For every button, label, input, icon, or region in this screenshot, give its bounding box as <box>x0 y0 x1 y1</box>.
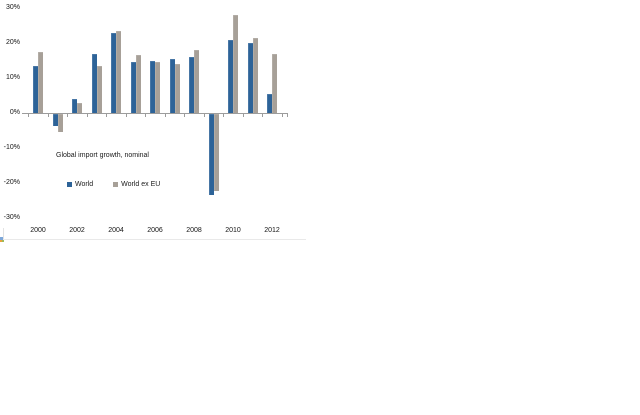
chart-border-bottom <box>0 239 306 240</box>
corner-artifact-orange <box>0 240 2 242</box>
axis-tick <box>87 114 88 117</box>
axis-tick <box>126 114 127 117</box>
bar-world-2012[interactable] <box>267 93 272 113</box>
legend-label-world: World <box>75 181 94 188</box>
bar-world-2009[interactable] <box>208 114 214 195</box>
x-axis-label: 2004 <box>108 227 124 234</box>
bar-world-ex-eu-2009[interactable] <box>213 114 219 191</box>
bar-world-ex-eu-2001[interactable] <box>57 114 63 132</box>
bar-world-ex-eu-2011[interactable] <box>252 37 258 113</box>
axis-tick <box>67 114 68 117</box>
x-axis-label: 2000 <box>30 227 46 234</box>
bar-world-2006[interactable] <box>150 60 155 113</box>
bar-world-2011[interactable] <box>247 43 253 113</box>
bar-world-ex-eu-2008[interactable] <box>194 50 199 113</box>
bar-world-2001[interactable] <box>52 114 58 127</box>
bar-world-2005[interactable] <box>130 62 136 113</box>
x-axis-line <box>22 113 288 114</box>
axis-tick <box>145 114 146 117</box>
import-growth-chart[interactable]: 30% 20% 10% 0% -10% -20% -30% Global import gr… <box>0 0 306 242</box>
bar-world-2002[interactable] <box>72 99 77 113</box>
bar-world-ex-eu-2007[interactable] <box>174 64 180 113</box>
bar-world-2010[interactable] <box>228 39 233 113</box>
axis-tick <box>262 114 263 117</box>
x-axis-label: 2002 <box>69 227 85 234</box>
bar-world-ex-eu-2002[interactable] <box>77 102 82 113</box>
bar-world-2008[interactable] <box>189 57 194 113</box>
axis-tick <box>28 114 29 117</box>
axis-tick <box>165 114 166 117</box>
legend-swatch-world <box>67 182 72 187</box>
chart-title: Global import growth, nominal <box>56 152 149 159</box>
bar-world-ex-eu-2003[interactable] <box>96 65 102 113</box>
legend-label-world-ex-eu: World ex EU <box>121 181 161 188</box>
y-axis-label: 0% <box>9 109 20 116</box>
chart-border-left-artifact <box>3 228 4 239</box>
x-axis-label: 2012 <box>264 227 280 234</box>
bar-world-2000[interactable] <box>33 65 38 113</box>
bar-world-2004[interactable] <box>111 32 116 113</box>
y-axis-label: 30% <box>5 4 20 11</box>
axis-tick <box>184 114 185 117</box>
y-axis-label: -20% <box>3 179 20 186</box>
y-axis-label: -10% <box>3 144 20 151</box>
y-axis-label: 10% <box>5 74 20 81</box>
bar-world-2003[interactable] <box>91 53 97 113</box>
legend-swatch-world-ex-eu <box>113 182 119 187</box>
bar-world-ex-eu-2012[interactable] <box>272 53 277 113</box>
axis-tick <box>106 114 107 117</box>
bar-world-ex-eu-2006[interactable] <box>155 62 160 113</box>
axis-tick <box>48 114 49 117</box>
bar-world-ex-eu-2004[interactable] <box>116 30 121 113</box>
bar-world-ex-eu-2005[interactable] <box>135 55 141 113</box>
axis-tick <box>243 114 244 117</box>
corner-artifact-blue <box>0 237 3 240</box>
corner-artifact-green <box>2 240 4 242</box>
bar-world-ex-eu-2010[interactable] <box>233 15 238 113</box>
x-axis-label: 2008 <box>186 227 202 234</box>
x-axis-label: 2010 <box>225 227 241 234</box>
axis-tick <box>282 114 283 117</box>
x-axis-label: 2006 <box>147 227 163 234</box>
y-axis-label: 20% <box>5 39 20 46</box>
legend: World World ex EU <box>67 180 160 189</box>
plot-area: Global import growth, nominal World Worl… <box>22 0 296 240</box>
axis-tick <box>204 114 205 117</box>
axis-tick <box>287 114 288 117</box>
y-axis-label: -30% <box>3 214 20 221</box>
axis-tick <box>223 114 224 117</box>
bar-world-ex-eu-2000[interactable] <box>38 51 43 113</box>
bar-world-2007[interactable] <box>169 58 175 113</box>
